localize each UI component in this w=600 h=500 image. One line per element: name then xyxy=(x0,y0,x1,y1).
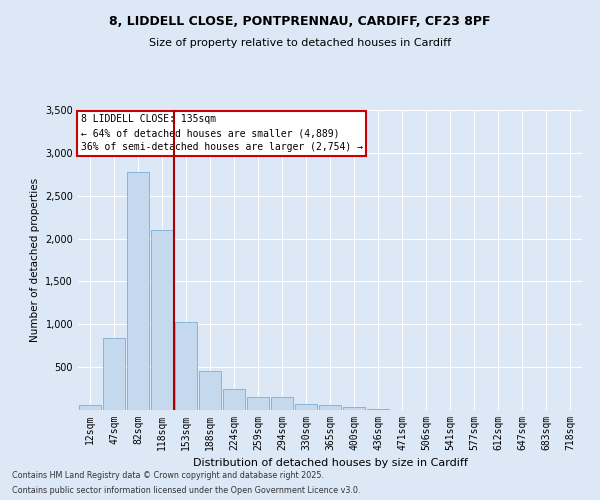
Text: 8 LIDDELL CLOSE: 135sqm
← 64% of detached houses are smaller (4,889)
36% of semi: 8 LIDDELL CLOSE: 135sqm ← 64% of detache… xyxy=(80,114,362,152)
Bar xyxy=(223,388,245,410)
Bar xyxy=(127,172,149,410)
Bar xyxy=(79,406,101,410)
Text: Contains HM Land Registry data © Crown copyright and database right 2025.: Contains HM Land Registry data © Crown c… xyxy=(12,471,324,480)
Bar xyxy=(199,370,221,410)
Bar xyxy=(343,408,365,410)
Bar xyxy=(151,230,173,410)
Text: Size of property relative to detached houses in Cardiff: Size of property relative to detached ho… xyxy=(149,38,451,48)
Bar xyxy=(175,322,197,410)
Bar xyxy=(103,338,125,410)
Bar xyxy=(295,404,317,410)
X-axis label: Distribution of detached houses by size in Cardiff: Distribution of detached houses by size … xyxy=(193,458,467,468)
Text: 8, LIDDELL CLOSE, PONTPRENNAU, CARDIFF, CF23 8PF: 8, LIDDELL CLOSE, PONTPRENNAU, CARDIFF, … xyxy=(109,15,491,28)
Text: Contains public sector information licensed under the Open Government Licence v3: Contains public sector information licen… xyxy=(12,486,361,495)
Bar xyxy=(319,406,341,410)
Y-axis label: Number of detached properties: Number of detached properties xyxy=(30,178,40,342)
Bar xyxy=(367,409,389,410)
Bar xyxy=(247,397,269,410)
Bar xyxy=(271,397,293,410)
